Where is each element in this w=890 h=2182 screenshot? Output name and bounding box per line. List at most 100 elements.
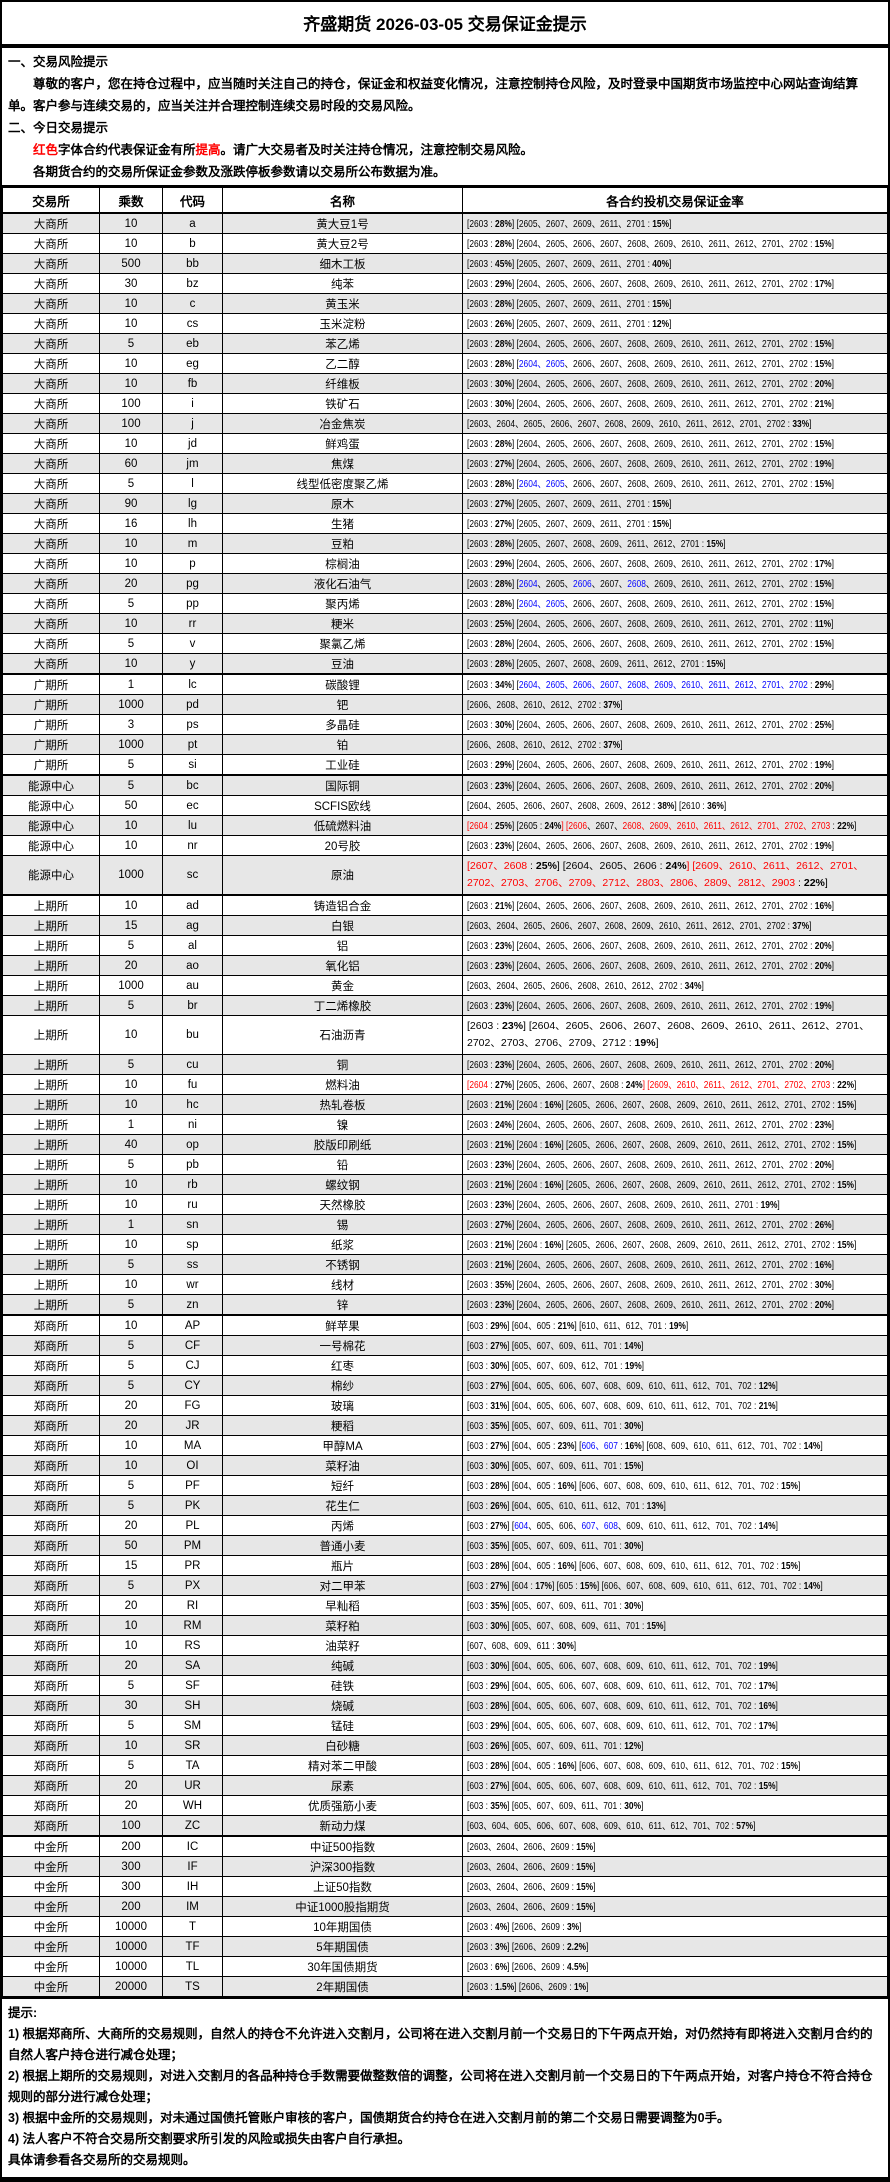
rate-content: [2603 : 21%] [2604、2605、2606、2607、2608、2… [467,1257,834,1272]
rate-text: 37% [603,699,621,711]
rate-text: 30% [624,1540,642,1552]
rate-text: ] [775,1680,778,1692]
table-row: 中金所 300 IF 沪深300指数 [2603、2604、2606、2609 : 15… [2,1856,888,1877]
code-cell: SA [162,1655,223,1676]
rate-text: 15% [814,238,832,250]
rate-content: [2603 : 34%] [2604、2605、2606、2607、2608、2… [467,677,834,692]
rate-text: 30% [495,398,512,410]
rate-text: 24% [665,860,687,872]
rate-text: ] [663,1500,666,1512]
table-row: 上期所 5 ss 不锈钢 [2603 : 21%] [2604、2605、2606、26… [2,1254,888,1275]
rate-text: 16% [814,900,832,912]
rate-text: ] [831,1159,834,1171]
code-cell: rb [162,1174,223,1195]
name-cell: 10年期国债 [222,1916,463,1937]
rate-cell: [2603 : 28%] [2605、2607、2609、2611、2701 :… [462,293,888,314]
name-cell: 棕榈油 [222,553,463,574]
rate-text: 1% [573,1981,587,1993]
table-row: 郑商所 20 UR 尿素 [603 : 27%] [604、605、606、607、60… [2,1775,888,1796]
rate-text: 23% [495,780,512,792]
table-row: 上期所 10 sp 纸浆 [2603 : 21%] [2604 : 16%] [2605… [2,1234,888,1255]
rate-text: ] [775,1780,778,1792]
multiplier-cell: 1 [99,673,163,695]
rate-cell: [2603 : 28%] [2604、2605、2606、2607、2608、2… [462,233,888,254]
multiplier-cell: 500 [99,253,163,274]
rate-text: ] [831,679,834,691]
rate-text: ] [809,920,812,932]
code-cell: CY [162,1375,223,1396]
rate-cell: [603 : 27%] [604、605 : 23%] [606、607 : 1… [462,1435,888,1456]
rate-text: [2603 : [467,1020,503,1032]
margin-table: 交易所 乘数 代码 名称 各合约投机交易保证金率 大商所 10 a 黄大豆1号 [2603 : … [2,185,888,1997]
rate-text: ] [2606、2609 : [507,1921,567,1933]
rate-text: ] [831,438,834,450]
code-cell: zn [162,1294,223,1316]
rate-cell: [2603 : 21%] [2604 : 16%] [2605、2606、260… [462,1174,888,1195]
exchange-cell: 能源中心 [2,855,100,896]
rate-text: 23% [502,1020,524,1032]
multiplier-cell: 10 [99,815,163,836]
rate-text: [603 : [467,1360,491,1372]
rate-text: 57% [736,1820,754,1832]
rate-cell: [2603 : 6%] [2606、2609 : 4.5%] [462,1956,888,1977]
multiplier-cell: 100 [99,413,163,434]
rate-text: ] [604、605、606、607、608、609、610、611、612、7… [507,1780,759,1792]
multiplier-cell: 200 [99,1896,163,1917]
name-cell: 热轧卷板 [222,1094,463,1115]
rate-text: ] [641,1340,644,1352]
multiplier-cell: 20 [99,1395,163,1416]
raised-margin-text: 红色 [33,143,59,157]
table-row: 能源中心 50 ec SCFIS欧线 [2604、2605、2606、2607、2608… [2,795,888,816]
code-cell: TA [162,1755,223,1776]
rate-text: 35% [495,1279,512,1291]
name-cell: 冶金焦炭 [222,413,463,434]
rate-text: ] [831,1299,834,1311]
rate-cell: [2603 : 4%] [2606、2609 : 3%] [462,1916,888,1937]
code-cell: ZC [162,1815,223,1837]
name-cell: 锡 [222,1214,463,1235]
multiplier-cell: 10 [99,353,163,374]
rate-content: [603 : 29%] [604、605 : 21%] [610、611、612… [467,1318,688,1333]
rate-content: [2603 : 23%] [2604、2605、2606、2607、2608、2… [467,938,834,953]
multiplier-cell: 100 [99,393,163,414]
table-row: 上期所 1000 au 黄金 [2603、2604、2605、2606、2608、261… [2,975,888,996]
multiplier-cell: 1000 [99,975,163,996]
rate-text: [603 : [467,1700,491,1712]
rate-text: ] [ [511,578,519,590]
rate-cell: [2606、2608、2610、2612、2702 : 37%] [462,694,888,715]
table-row: 大商所 60 jm 焦煤 [2603 : 27%] [2604、2605、2606、26… [2,453,888,474]
rate-cell: [2603 : 21%] [2604、2605、2606、2607、2608、2… [462,1254,888,1275]
rate-text: [2603 : [467,618,496,630]
name-cell: 棉纱 [222,1375,463,1396]
rate-text: ] [573,1640,577,1652]
rate-content: [2603 : 21%] [2604、2605、2606、2607、2608、2… [467,898,834,913]
rate-text: ] [641,1540,644,1552]
rate-text: ] [831,558,834,570]
multiplier-cell: 50 [99,1535,163,1556]
rate-cell: [2603 : 23%] [2604、2605、2606、2607、2608、2… [462,1015,888,1055]
rate-text: 11% [814,618,832,630]
table-row: 郑商所 100 ZC 新动力煤 [603、604、605、606、607、608、609… [2,1815,888,1837]
rate-text: 16% [544,1139,562,1151]
exchange-cell: 大商所 [2,473,100,494]
rate-text: ] [655,1037,659,1049]
page-title: 齐盛期货 2026-03-05 交易保证金提示 [2,2,888,48]
rate-text: 25% [495,820,512,832]
rate-text: [2603 : [467,318,496,330]
name-cell: 2年期国债 [222,1976,463,1997]
rate-text: 14% [758,1520,776,1532]
multiplier-cell: 10 [99,1314,163,1336]
rate-content: [2604 : 25%] [2605 : 24%] [2606、2607、260… [467,818,856,833]
table-row: 大商所 16 lh 生猪 [2603 : 27%] [2605、2607、2609、26… [2,513,888,534]
rate-content: [2603 : 23%] [2604、2605、2606、2607、2608、2… [467,998,834,1013]
rate-text: ] [2605、2606、2607、2608 : [511,1079,626,1091]
table-row: 大商所 5 v 聚氯乙烯 [2603 : 28%] [2604、2605、2606、26… [2,633,888,654]
rate-text: ] [606、607、608、609、610、611、612、701、702 : [574,1560,782,1572]
lowered-margin-text: 606、607 [581,1440,618,1452]
rate-text: 15% [576,1901,594,1913]
name-cell: 生猪 [222,513,463,534]
rate-text: ] [2605、2607、2609、2611、2701 : [511,218,653,230]
rate-text: 28% [490,1700,508,1712]
exchange-cell: 大商所 [2,212,100,234]
exchange-cell: 郑商所 [2,1795,100,1816]
